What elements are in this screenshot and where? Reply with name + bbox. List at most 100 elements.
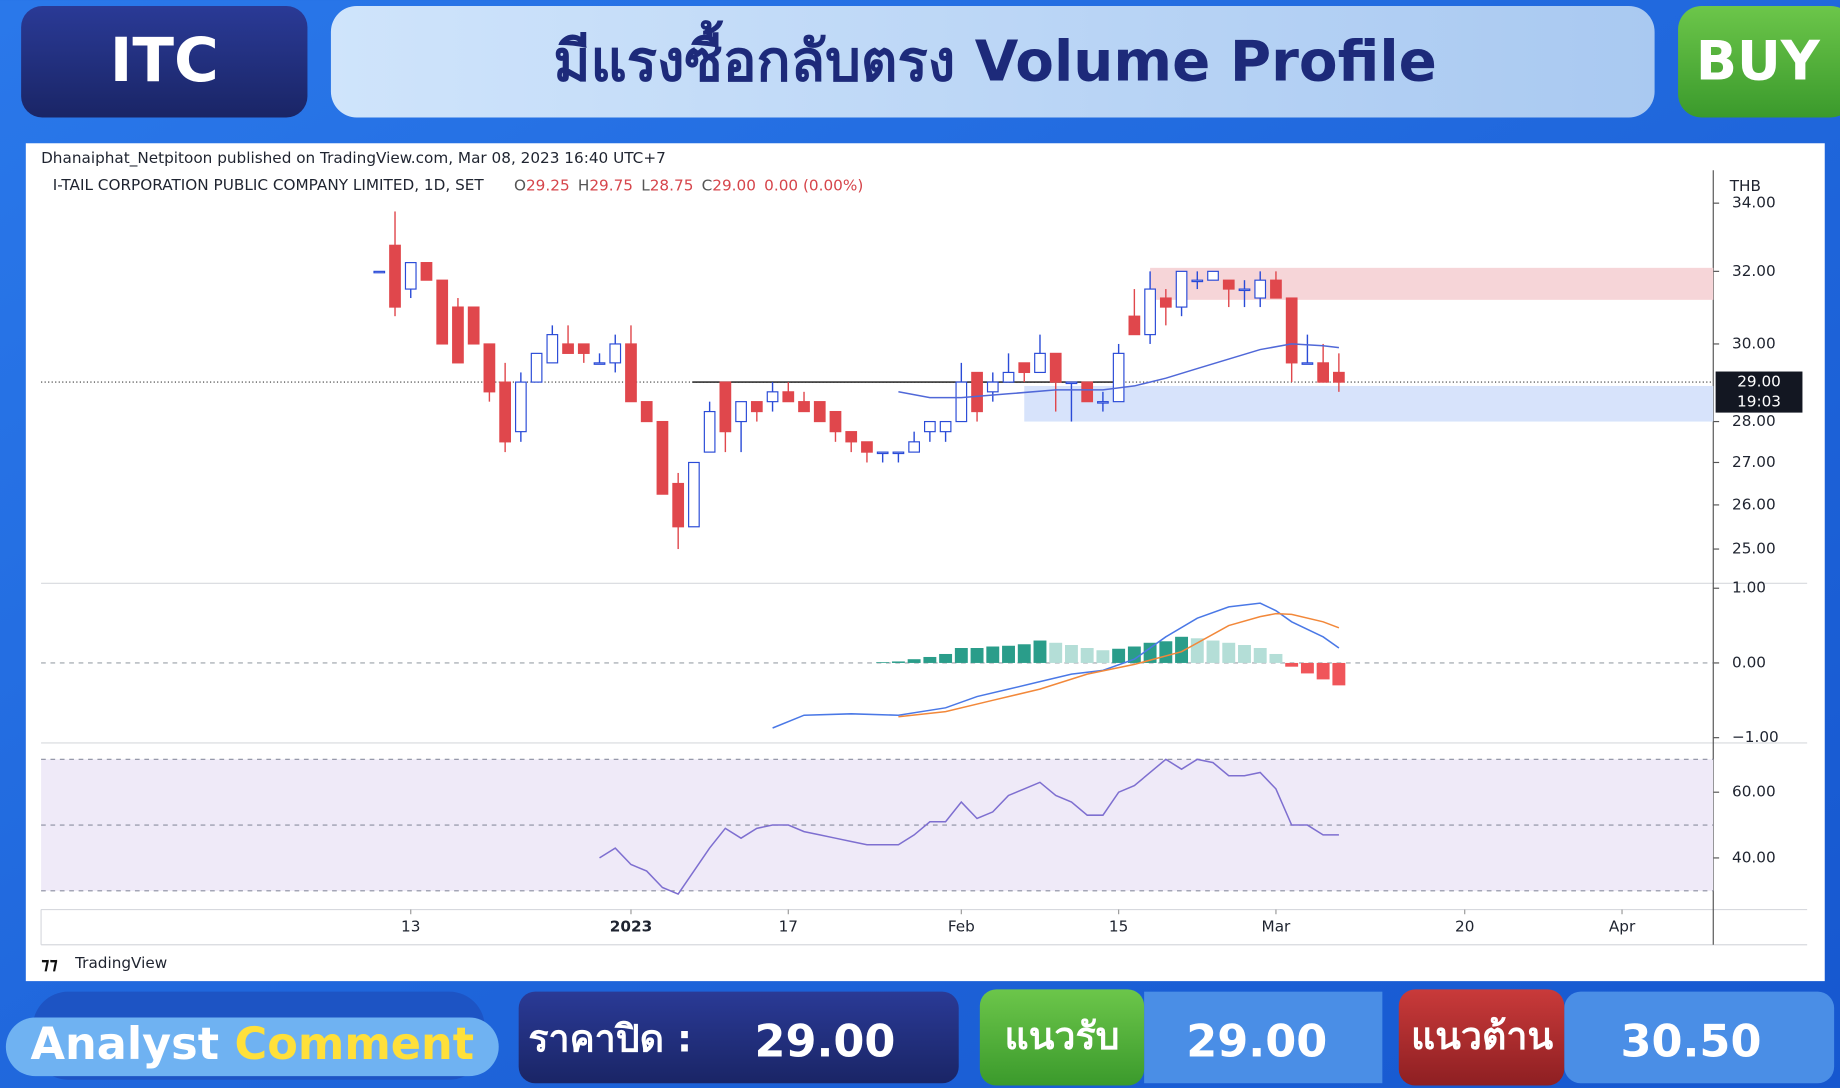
candle-body [798,401,810,413]
candle-body [562,343,574,354]
candle-body [1002,371,1015,383]
close-box [518,991,959,1084]
candle-body [735,401,747,423]
histogram-bar [1285,662,1299,667]
candle-body [703,410,716,453]
brand-logo: ⁊⁊ [41,954,58,973]
last-price-label: 29.00 [1737,373,1781,391]
histogram-bar [1175,636,1189,663]
candle-body [750,401,763,413]
histogram-bar [1316,662,1330,680]
candle-body [389,244,401,308]
candle-body [1097,401,1109,404]
comment-pill [5,1017,499,1077]
candle-body [876,451,889,455]
histogram-bar [1112,648,1126,663]
candle-body [861,441,873,453]
histogram-bar [1222,642,1236,663]
candle-body [530,352,543,383]
candle-body [1034,352,1046,374]
candle-body [688,461,700,528]
currency: THB [1729,177,1761,195]
candle-body [1159,297,1172,308]
candle-body [1207,270,1219,281]
ohlc-value: 29.75 [589,176,633,194]
candle-body [467,306,480,345]
comment-word-1: Analyst [31,1018,219,1070]
ohlc-value: 28.75 [650,176,694,194]
rsi-line [599,758,1339,895]
support-label: แนวรับ [1005,1014,1120,1058]
candle-body [955,381,968,423]
histogram-bar [1080,648,1094,663]
candle-body [1301,362,1314,365]
signal-box [1678,5,1840,118]
y-tick-label: 27.00 [1732,453,1776,471]
candle-body [1270,279,1282,299]
title-box [330,5,1655,118]
histogram-bar [1238,645,1251,663]
histogram-bar [1096,650,1110,663]
y-tick-label: 60.00 [1732,783,1776,801]
resistance-label: แนวต้าน [1411,1014,1553,1058]
candle-body [908,441,921,453]
last-price-tag [1715,371,1803,413]
candle-body [986,381,999,393]
histogram-bar [1253,648,1267,663]
ohlc-legend: O29.25 H29.75 L28.75 C29.00 0.00 (0.00%) [514,176,863,194]
instrument: I-TAIL CORPORATION PUBLIC COMPANY LIMITE… [53,176,485,194]
histogram-bar [1206,640,1220,663]
candle-body [625,343,637,403]
brand: TradingView [74,954,167,972]
histogram-bar [1143,642,1157,663]
y-tick-label: 0.00 [1732,653,1766,671]
candle-body [577,343,590,354]
histogram-bar [1269,653,1283,663]
candle-body [1144,288,1156,336]
published-note: Dhanaiphat_Netpitoon published on Tradin… [41,149,666,168]
x-tick-label: 13 [401,918,420,936]
candle-body [939,420,952,433]
histogram-bar [1002,645,1015,663]
histogram-bar [1127,646,1141,663]
resistance-value: 30.50 [1620,1015,1761,1067]
histogram-bar [891,661,905,663]
candle-body [782,391,795,403]
last-price-time: 19:03 [1737,393,1781,411]
x-tick-label: 17 [779,918,798,936]
histogram-bar [939,653,953,663]
comment-word-2: Comment [235,1018,475,1070]
y-tick-label: −1.00 [1732,728,1779,746]
candle-body [829,410,842,433]
x-tick-label: Apr [1609,918,1636,936]
candle-body [1191,279,1204,283]
histogram-bar [923,656,937,663]
candle-body [813,401,826,423]
histogram-bar [1049,642,1063,663]
macd-line [898,612,1340,718]
symbol: ITC [110,25,219,96]
candle-body [452,306,464,364]
y-tick-label: 34.00 [1732,194,1776,212]
candle-body [1317,362,1330,383]
symbol-box [21,5,308,118]
ohlc-value: 29.00 [712,176,756,194]
ohlc-key: L [641,176,650,194]
candle-body [1222,279,1235,290]
price-zone [1024,385,1714,422]
y-tick-label: 1.00 [1732,579,1766,597]
ohlc-key: H [578,176,589,194]
histogram-bar [1332,662,1346,686]
candle-body [971,371,983,413]
candle-body [1285,297,1298,364]
candle-body [420,262,433,281]
ohlc-value: 0.00 (0.00%) [764,176,863,194]
resistance-box [1398,989,1565,1086]
support-value: 29.00 [1186,1015,1327,1067]
ohlc-key: O [514,176,526,194]
histogram-bar [876,662,890,663]
support-box [979,989,1145,1086]
histogram-bar [954,648,968,663]
y-tick-label: 28.00 [1732,412,1776,430]
